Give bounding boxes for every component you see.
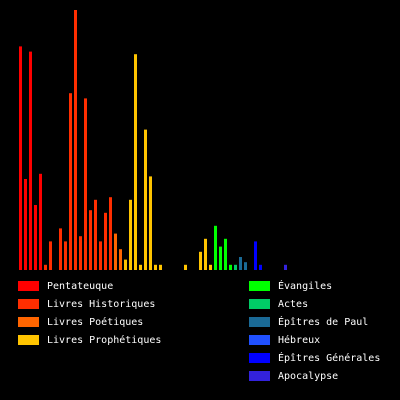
bar-epitres-generales-1 (254, 241, 257, 270)
bar-livres-historiques-10 (89, 210, 92, 270)
bar-livres-prophetiques-8 (159, 264, 162, 270)
bar-livres-historiques-5 (64, 241, 67, 270)
legend-label-livres-poetiques: Livres Poétiques (47, 316, 144, 328)
bar-livres-prophetiques-13 (184, 264, 187, 270)
bar-livres-prophetiques-17 (204, 238, 207, 270)
bar-evangiles-2 (219, 246, 222, 270)
bar-livres-prophetiques-3 (134, 54, 137, 271)
bar-livres-prophetiques-1 (124, 259, 127, 270)
bar-livres-prophetiques-4 (139, 264, 142, 270)
legend-label-livres-prophetiques: Livres Prophétiques (47, 334, 162, 346)
bar-evangiles-3 (224, 238, 227, 270)
bar-livres-historiques-13 (104, 212, 107, 270)
bar-livres-poetiques-2 (119, 249, 122, 270)
legend-entry-apocalypse: Apocalypse (249, 369, 338, 383)
legend-swatch-evangiles (249, 281, 270, 291)
legend-label-pentateuque: Pentateuque (47, 280, 114, 292)
bar-actes-1 (234, 264, 237, 270)
bar-pentateuque-4 (34, 205, 37, 270)
legend-entry-epitres-generales: Épîtres Générales (249, 351, 380, 365)
legend-swatch-livres-poetiques (18, 317, 39, 327)
legend-swatch-pentateuque (18, 281, 39, 291)
legend-entry-epitres-de-paul: Épîtres de Paul (249, 315, 368, 329)
legend-label-epitres-de-paul: Épîtres de Paul (278, 316, 369, 328)
bar-livres-historiques-9 (84, 98, 87, 271)
legend-swatch-epitres-de-paul (249, 317, 270, 327)
bar-livres-prophetiques-6 (149, 176, 152, 270)
bar-pentateuque-5 (39, 173, 42, 270)
legend-swatch-hebreux (249, 335, 270, 345)
legend-entry-livres-prophetiques: Livres Prophétiques (18, 333, 161, 347)
legend-entry-evangiles: Évangiles (249, 279, 332, 293)
bar-epitres-de-paul-1 (239, 257, 242, 270)
legend-label-evangiles: Évangiles (278, 280, 333, 292)
legend-label-livres-historiques: Livres Historiques (47, 298, 156, 310)
legend-swatch-actes (249, 299, 270, 309)
bar-livres-prophetiques-2 (129, 199, 132, 270)
bar-livres-prophetiques-7 (154, 264, 157, 270)
bar-livres-prophetiques-5 (144, 129, 147, 270)
bar-livres-historiques-11 (94, 199, 97, 270)
bar-evangiles-4 (229, 264, 232, 270)
bar-livres-prophetiques-16 (199, 251, 202, 270)
legend-entry-actes: Actes (249, 297, 308, 311)
legend-label-epitres-generales: Épîtres Générales (278, 352, 381, 364)
legend-swatch-apocalypse (249, 371, 270, 381)
legend-entry-livres-historiques: Livres Historiques (18, 297, 155, 311)
bar-livres-poetiques-1 (114, 233, 117, 270)
bar-livres-historiques-2 (49, 241, 52, 270)
bar-apocalypse-5 (284, 264, 287, 270)
legend-swatch-epitres-generales (249, 353, 270, 363)
bar-pentateuque-1 (19, 46, 22, 271)
bar-epitres-de-paul-2 (244, 262, 247, 270)
legend-swatch-livres-prophetiques (18, 335, 39, 345)
bar-evangiles-1 (214, 225, 217, 270)
legend-label-apocalypse: Apocalypse (278, 370, 339, 382)
legend-entry-pentateuque: Pentateuque (18, 279, 113, 293)
bar-pentateuque-2 (24, 179, 27, 270)
legend-label-actes: Actes (278, 298, 309, 310)
bar-pentateuque-3 (29, 51, 32, 270)
bar-epitres-generales-2 (259, 264, 262, 270)
bar-livres-prophetiques-18 (209, 264, 212, 270)
bar-livres-historiques-14 (109, 197, 112, 270)
legend-entry-hebreux: Hébreux (249, 333, 320, 347)
bar-livres-historiques-12 (99, 241, 102, 270)
bar-livres-historiques-6 (69, 93, 72, 270)
bar-livres-historiques-4 (59, 228, 62, 270)
legend-label-hebreux: Hébreux (278, 334, 321, 346)
bar-livres-historiques-7 (74, 10, 77, 270)
legend-entry-livres-poetiques: Livres Poétiques (18, 315, 143, 329)
bar-livres-historiques-8 (79, 236, 82, 270)
legend-swatch-livres-historiques (18, 299, 39, 309)
bar-livres-historiques-1 (44, 264, 47, 270)
